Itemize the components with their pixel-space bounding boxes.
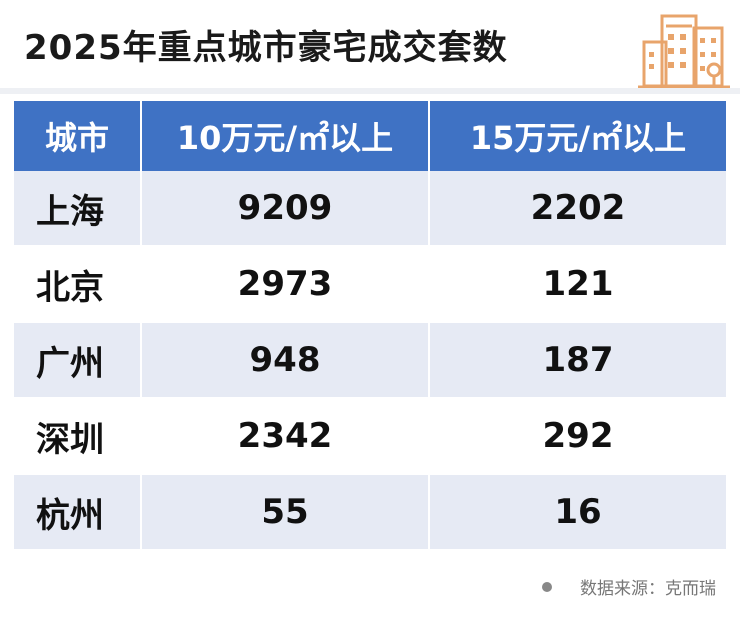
table-row: 上海 9209 2202 <box>14 171 726 247</box>
bullet-dot-icon <box>542 581 552 592</box>
building-icon <box>638 14 730 89</box>
table-row: 北京 2973 121 <box>14 247 726 323</box>
over15-cell: 2202 <box>530 188 626 228</box>
data-table: 城市 10万元/㎡以上 15万元/㎡以上 上海 9209 2202 北京 297… <box>14 101 726 551</box>
city-cell: 深圳 <box>14 399 142 473</box>
title-divider <box>0 88 740 94</box>
source-text: 数据来源：克而瑞 <box>580 579 716 599</box>
over10-cell: 9209 <box>142 171 430 245</box>
over15-cell: 187 <box>542 340 614 380</box>
source-note: 数据来源：克而瑞 <box>542 574 716 599</box>
over15-cell: 16 <box>554 492 602 532</box>
table-header: 城市 10万元/㎡以上 15万元/㎡以上 <box>14 101 726 171</box>
over10-cell: 948 <box>142 323 430 397</box>
header-over-15w: 15万元/㎡以上 <box>469 119 687 157</box>
city-cell: 上海 <box>14 171 142 245</box>
header-over-10w: 10万元/㎡以上 <box>142 101 430 171</box>
table-row: 杭州 55 16 <box>14 475 726 551</box>
city-cell: 杭州 <box>14 475 142 549</box>
city-cell: 北京 <box>14 247 142 321</box>
over10-cell: 2342 <box>142 399 430 473</box>
page-title: 2025年重点城市豪宅成交套数 <box>24 28 508 68</box>
over15-cell: 292 <box>542 416 614 456</box>
header-city: 城市 <box>14 101 142 171</box>
over10-cell: 2973 <box>142 247 430 321</box>
over15-cell: 121 <box>542 264 614 304</box>
table-row: 深圳 2342 292 <box>14 399 726 475</box>
table-row: 广州 948 187 <box>14 323 726 399</box>
over10-cell: 55 <box>142 475 430 549</box>
city-cell: 广州 <box>14 323 142 397</box>
